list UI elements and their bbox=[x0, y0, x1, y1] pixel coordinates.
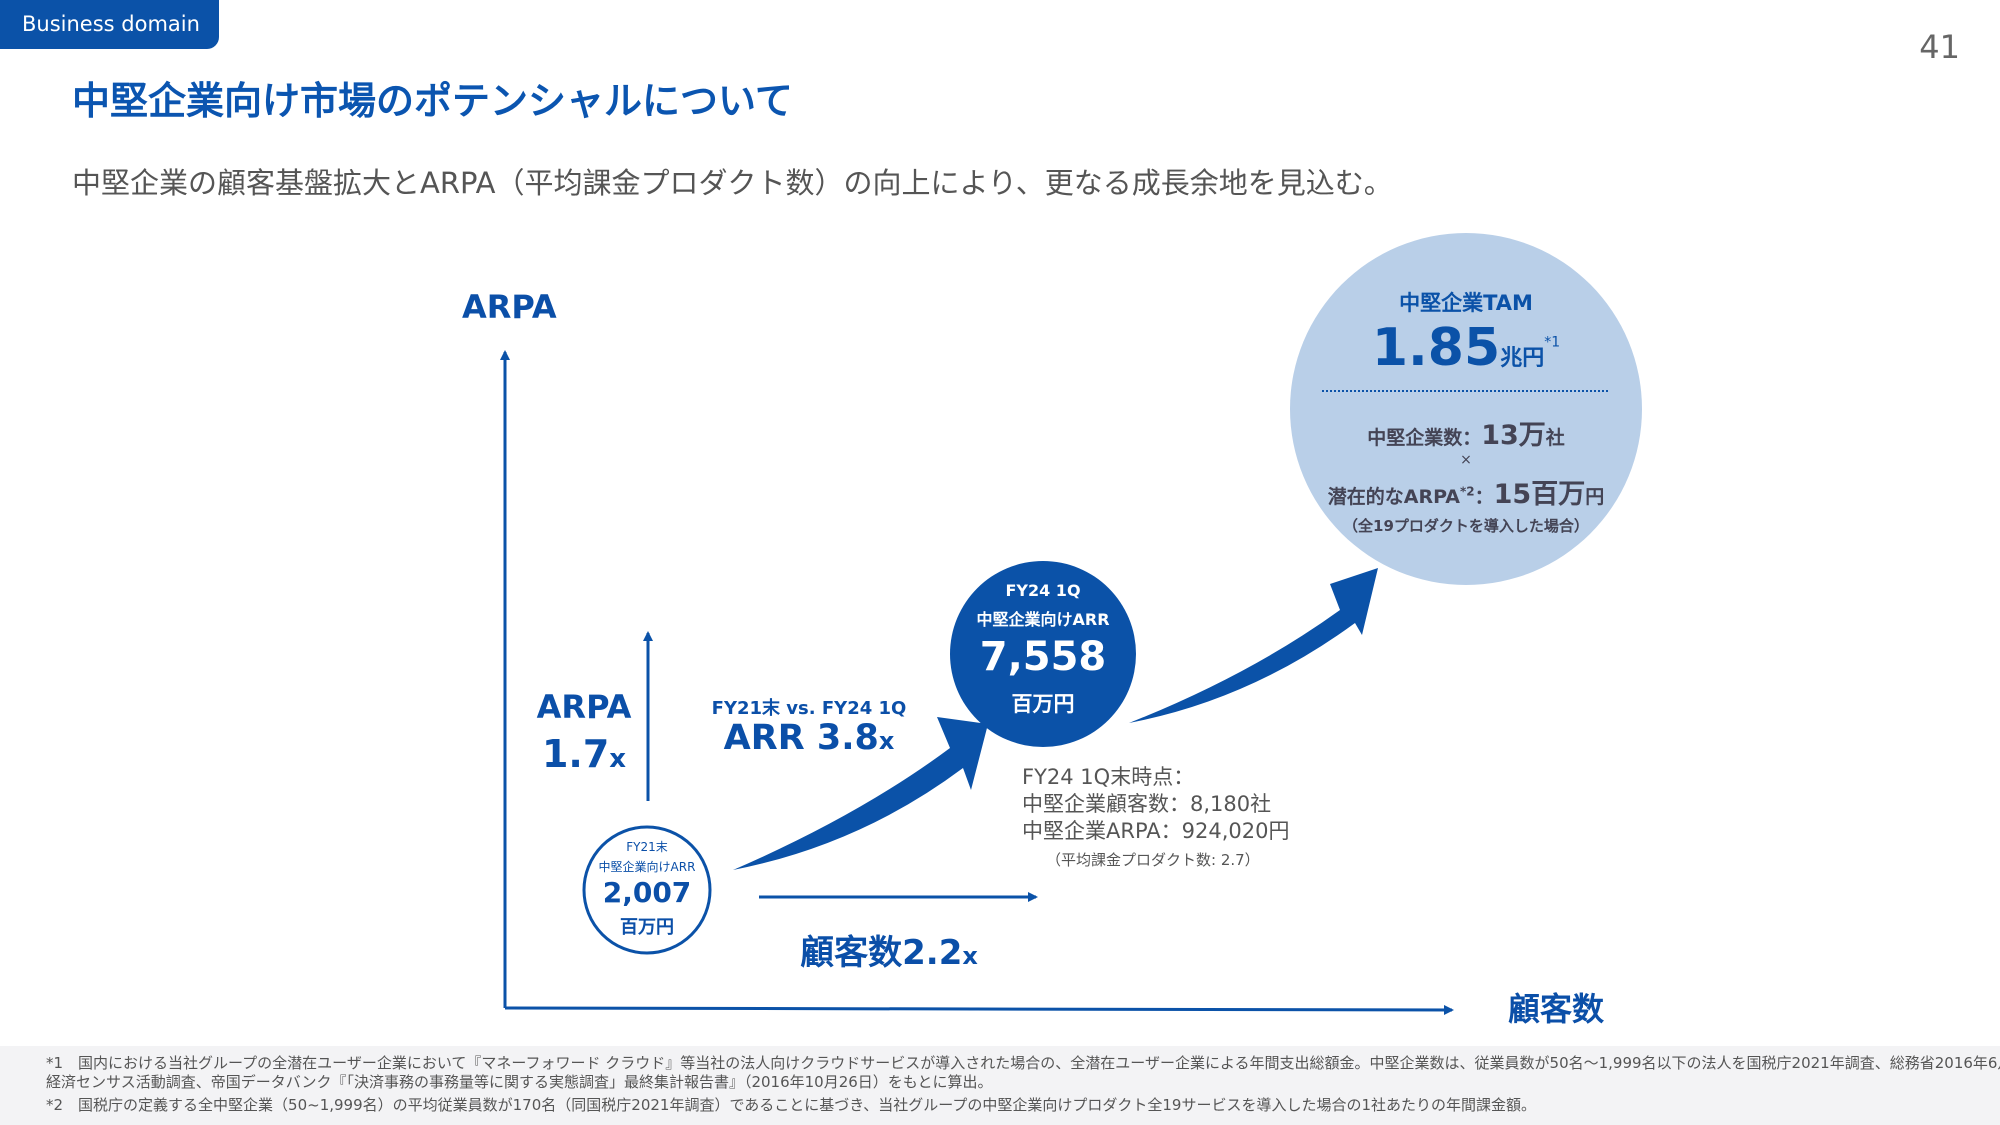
arr-growth-value: ARR 3.8x bbox=[723, 718, 895, 758]
tam-value: 1.85兆円*1 bbox=[1371, 318, 1561, 378]
tam-companies: 中堅企業数：13万社 bbox=[1367, 420, 1565, 451]
status-line-3: 中堅企業ARPA：924,020円 bbox=[1022, 819, 1290, 843]
tam-arpa-note: （全19プロダクトを導入した場合） bbox=[1343, 517, 1589, 535]
arr-compare-label: FY21末 vs. FY24 1Q bbox=[711, 698, 907, 719]
customers-growth-value: 顧客数2.2x bbox=[800, 933, 978, 973]
footnotes: *1 国内における当社グループの全潜在ユーザー企業において『マネーフォワード ク… bbox=[0, 1046, 2000, 1125]
arpa-growth-value: 1.7x bbox=[541, 732, 627, 776]
x-axis-label: 顧客数 bbox=[1508, 990, 1605, 1028]
page-number: 41 bbox=[1919, 28, 1960, 66]
current-label: 中堅企業向けARR bbox=[976, 610, 1110, 629]
current-arr-circle bbox=[950, 561, 1136, 747]
current-period: FY24 1Q bbox=[1005, 581, 1081, 600]
growth-swoosh-arrow-2 bbox=[1129, 568, 1378, 723]
tam-circle bbox=[1290, 233, 1642, 585]
footnote-1-line-1: *1 国内における当社グループの全潜在ユーザー企業において『マネーフォワード ク… bbox=[46, 1054, 2000, 1072]
start-label: 中堅企業向けARR bbox=[598, 860, 696, 874]
current-value: 7,558 bbox=[979, 634, 1107, 680]
footnote-2: *2 国税庁の定義する全中堅企業（50~1,999名）の平均従業員数が170名（… bbox=[46, 1096, 1536, 1114]
y-axis-label: ARPA bbox=[462, 288, 557, 326]
footnote-1-line-2: 経済センサス活動調査、帝国データバンク『「決済事務の事務量等に関する実態調査」最… bbox=[46, 1073, 993, 1091]
current-unit: 百万円 bbox=[1011, 692, 1075, 716]
page-title: 中堅企業向け市場のポテンシャルについて bbox=[72, 79, 793, 123]
status-line-1: FY24 1Q末時点： bbox=[1022, 765, 1195, 789]
x-axis bbox=[504, 1004, 1454, 1015]
growth-swoosh-arrow-1 bbox=[733, 717, 988, 870]
start-unit: 百万円 bbox=[620, 917, 674, 938]
start-arr-circle bbox=[582, 825, 712, 955]
tam-times: × bbox=[1460, 452, 1472, 468]
status-note: （平均課金プロダクト数: 2.7） bbox=[1046, 851, 1260, 869]
section-badge: Business domain bbox=[0, 0, 219, 49]
tam-title: 中堅企業TAM bbox=[1399, 291, 1533, 315]
page-subtitle: 中堅企業の顧客基盤拡大とARPA（平均課金プロダクト数）の向上により、更なる成長… bbox=[72, 166, 1393, 200]
tam-arpa: 潜在的なARPA*2：15百万円 bbox=[1327, 479, 1605, 510]
status-line-2: 中堅企業顧客数：8,180社 bbox=[1022, 792, 1272, 816]
arpa-growth-label: ARPA bbox=[536, 688, 632, 726]
start-period: FY21末 bbox=[626, 840, 668, 854]
start-value: 2,007 bbox=[602, 876, 692, 909]
